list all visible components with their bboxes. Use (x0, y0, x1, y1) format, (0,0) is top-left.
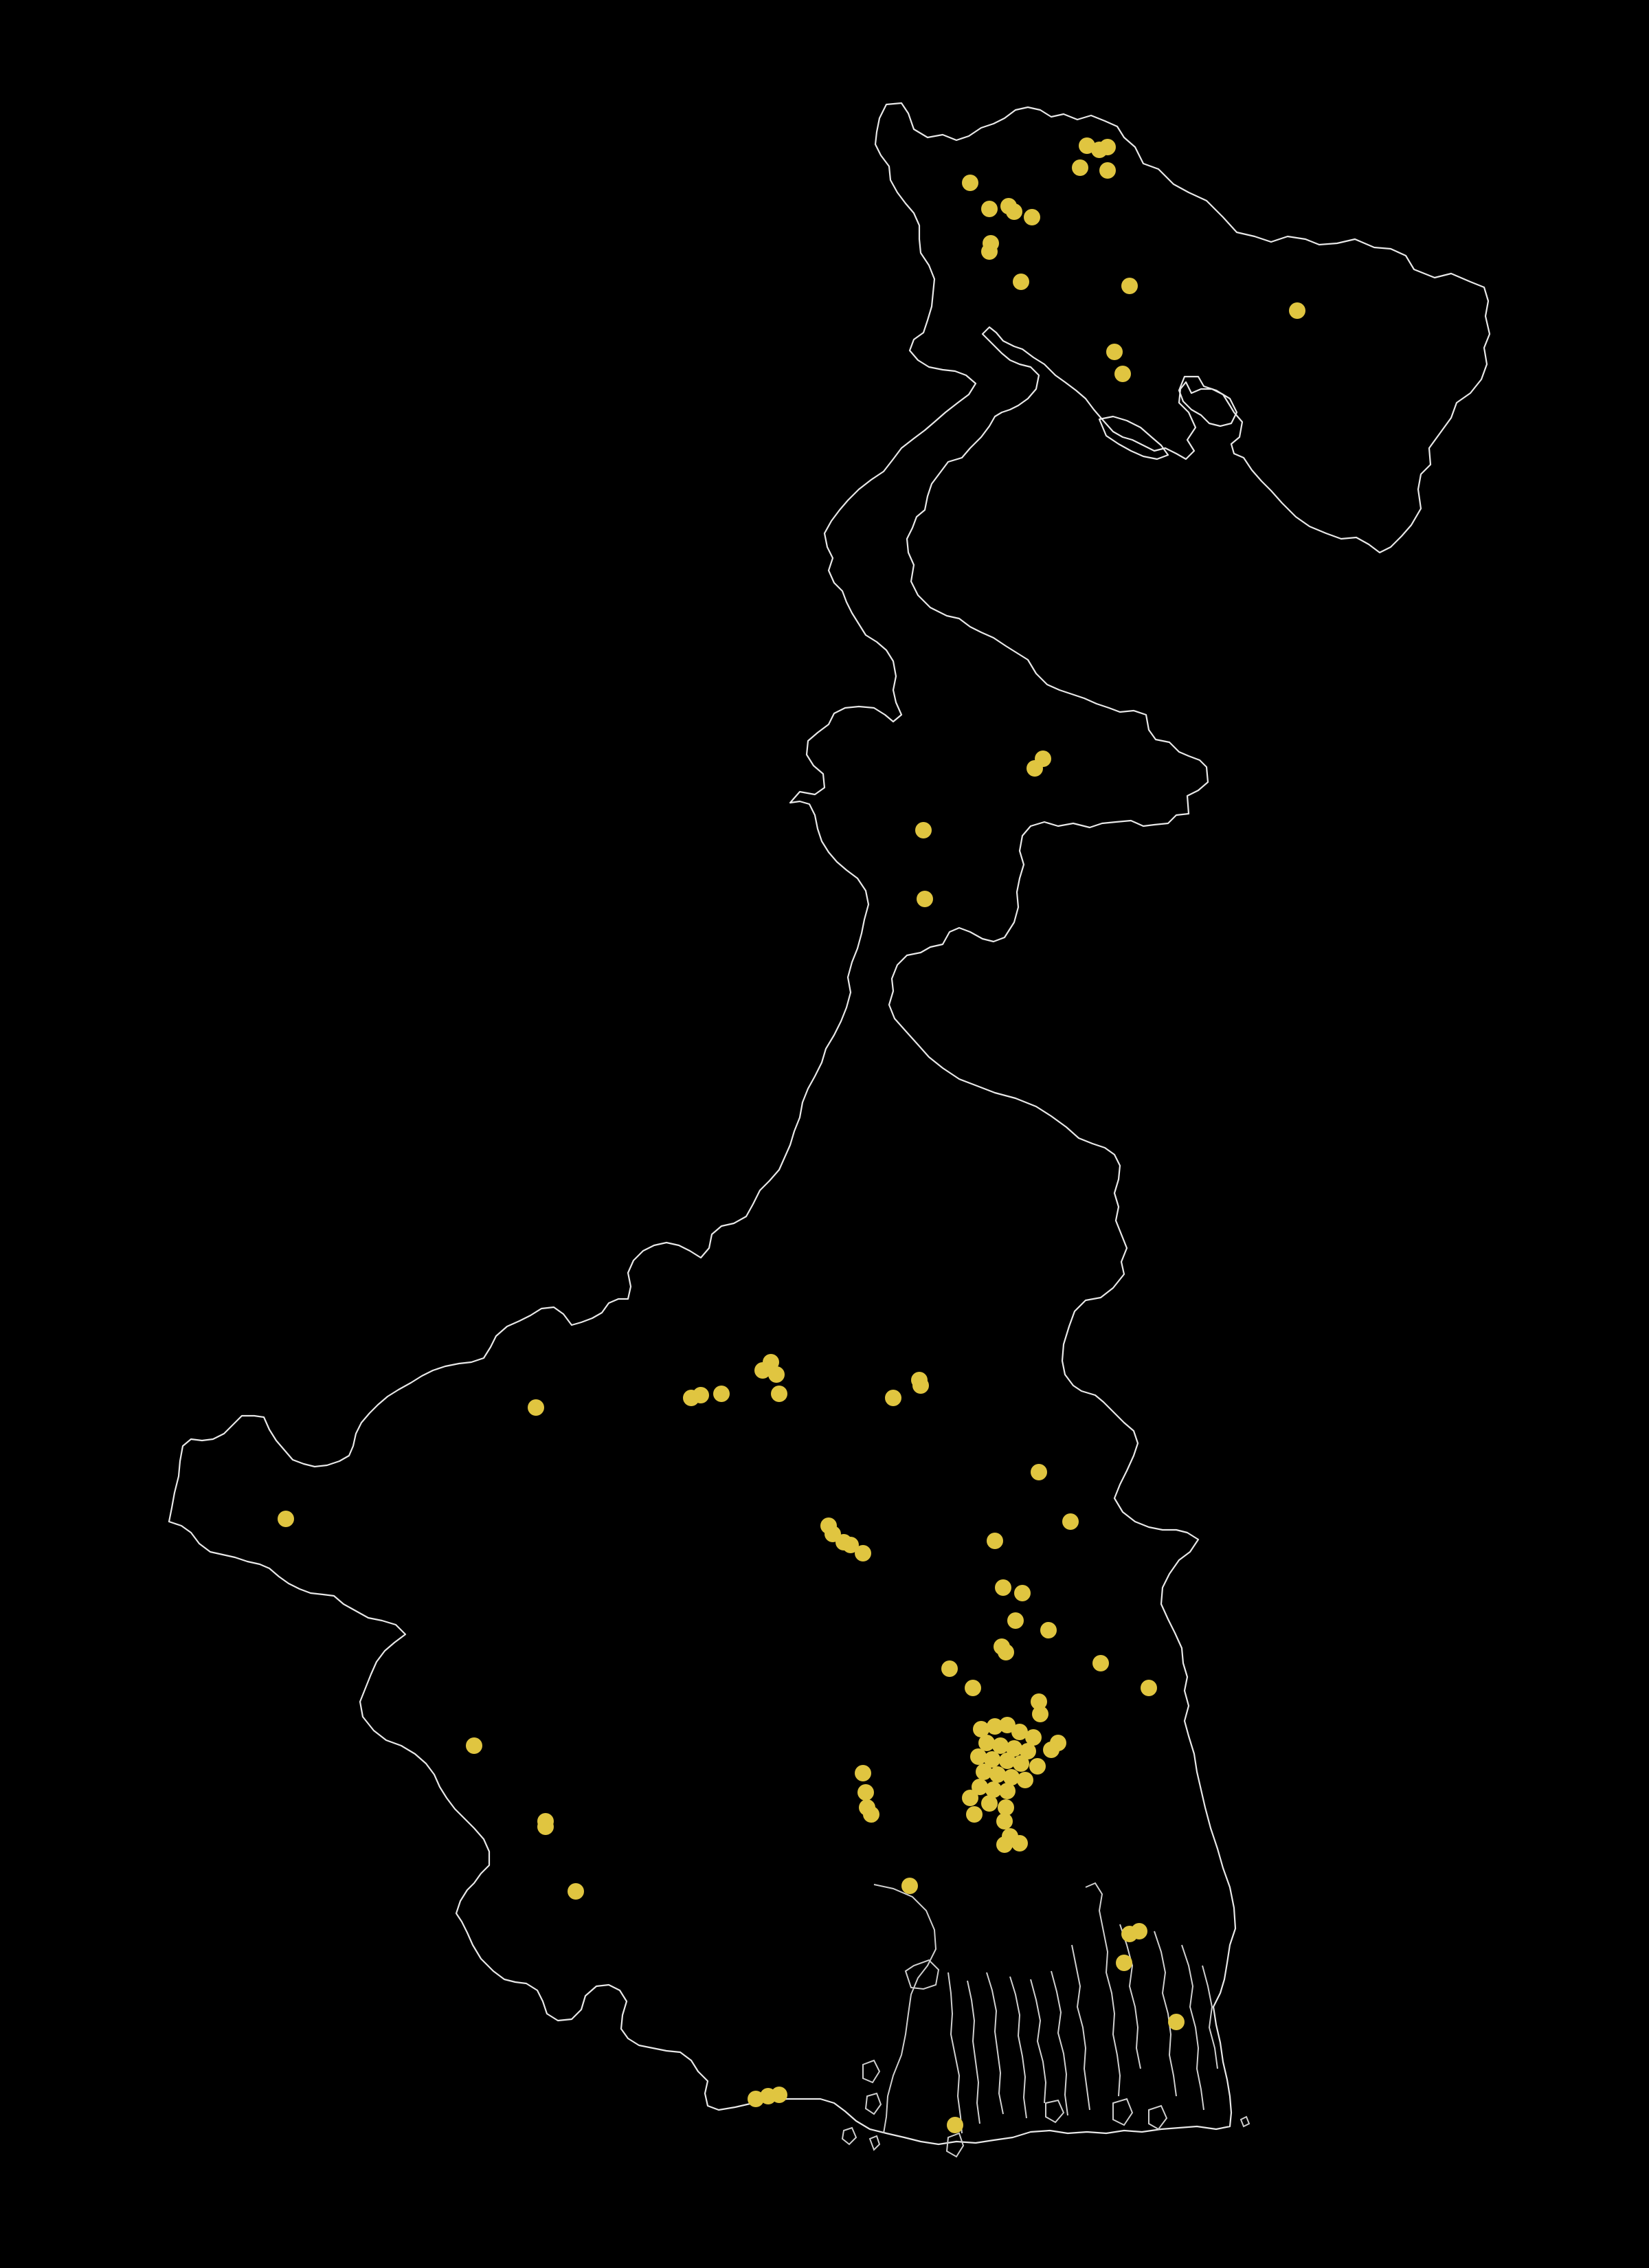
site-marker[interactable] (941, 1660, 958, 1677)
site-marker[interactable] (1141, 1680, 1157, 1696)
site-marker[interactable] (855, 1765, 871, 1781)
site-marker[interactable] (863, 1806, 879, 1823)
site-marker[interactable] (537, 1819, 554, 1835)
site-marker[interactable] (981, 201, 998, 217)
site-marker[interactable] (917, 891, 933, 907)
site-marker[interactable] (1050, 1735, 1066, 1751)
site-marker[interactable] (999, 1717, 1016, 1733)
state-boundary (168, 102, 1491, 2146)
site-marker[interactable] (1072, 159, 1088, 176)
site-marker[interactable] (972, 1779, 988, 1795)
site-marker[interactable] (962, 175, 978, 191)
site-marker[interactable] (965, 1680, 981, 1696)
site-marker[interactable] (1017, 1772, 1033, 1788)
site-marker[interactable] (1020, 1743, 1036, 1759)
site-marker[interactable] (1121, 278, 1138, 294)
site-marker[interactable] (970, 1748, 987, 1765)
site-marker[interactable] (1106, 344, 1123, 360)
site-marker[interactable] (981, 243, 998, 260)
site-marker[interactable] (763, 1354, 779, 1370)
site-marker[interactable] (966, 1806, 983, 1823)
site-marker[interactable] (1013, 274, 1029, 290)
site-marker[interactable] (1131, 1923, 1147, 1939)
site-marker[interactable] (885, 1390, 901, 1406)
site-marker[interactable] (278, 1511, 294, 1527)
site-marker[interactable] (1092, 1655, 1109, 1671)
site-marker[interactable] (1099, 139, 1116, 155)
site-marker[interactable] (912, 1377, 929, 1394)
site-marker[interactable] (987, 1718, 1003, 1735)
site-marker[interactable] (855, 1545, 871, 1561)
site-marker[interactable] (1032, 1706, 1048, 1722)
delta-islands (841, 2059, 1250, 2158)
site-marker[interactable] (1114, 366, 1131, 382)
site-marker[interactable] (768, 1366, 785, 1383)
site-marker[interactable] (1029, 1758, 1046, 1775)
site-marker[interactable] (962, 1790, 978, 1806)
site-marker[interactable] (998, 1799, 1014, 1816)
sundarbans-delta (873, 1882, 1218, 2134)
site-marker[interactable] (466, 1737, 482, 1754)
site-marker[interactable] (998, 1644, 1014, 1660)
site-marker[interactable] (978, 1735, 995, 1751)
site-marker[interactable] (901, 1878, 918, 1894)
site-marker[interactable] (976, 1764, 992, 1780)
site-marker[interactable] (857, 1784, 874, 1801)
site-marker[interactable] (999, 1753, 1016, 1769)
site-marker[interactable] (1099, 162, 1116, 179)
site-marker[interactable] (995, 1579, 1011, 1596)
site-marker[interactable] (973, 1721, 989, 1737)
site-marker[interactable] (1168, 2014, 1185, 2030)
site-marker[interactable] (1116, 1955, 1132, 1971)
site-marker[interactable] (1031, 1693, 1047, 1710)
border-enclave-2 (1098, 415, 1169, 460)
site-markers (278, 137, 1305, 2133)
site-marker[interactable] (1011, 1724, 1028, 1740)
site-marker[interactable] (1035, 751, 1051, 767)
site-marker[interactable] (1011, 1835, 1028, 1852)
site-marker[interactable] (528, 1399, 544, 1416)
site-marker[interactable] (1289, 302, 1305, 319)
site-marker[interactable] (1003, 1769, 1020, 1786)
site-marker[interactable] (1007, 1612, 1024, 1629)
border-enclave-1 (1178, 375, 1238, 427)
site-marker[interactable] (992, 1737, 1009, 1754)
site-marker[interactable] (1040, 1622, 1057, 1638)
site-marker[interactable] (981, 1795, 998, 1812)
site-marker[interactable] (842, 1537, 859, 1553)
site-marker[interactable] (947, 2117, 963, 2133)
site-marker[interactable] (1031, 1464, 1047, 1480)
site-marker[interactable] (987, 1533, 1003, 1549)
site-marker[interactable] (1024, 209, 1040, 225)
site-marker[interactable] (693, 1387, 709, 1403)
site-marker[interactable] (1025, 1729, 1042, 1746)
site-marker[interactable] (713, 1386, 730, 1402)
site-marker[interactable] (996, 1813, 1013, 1830)
site-marker[interactable] (1013, 1755, 1029, 1772)
site-marker[interactable] (1014, 1585, 1031, 1601)
site-marker[interactable] (771, 2087, 787, 2103)
site-marker[interactable] (915, 822, 932, 838)
site-marker[interactable] (984, 1751, 1000, 1768)
site-marker[interactable] (989, 1766, 1006, 1783)
site-marker[interactable] (985, 1781, 1002, 1798)
site-marker[interactable] (996, 1836, 1013, 1853)
site-marker[interactable] (568, 1883, 584, 1900)
site-marker[interactable] (771, 1386, 787, 1402)
site-marker[interactable] (1006, 1740, 1022, 1757)
site-marker[interactable] (1062, 1513, 1079, 1530)
site-marker[interactable] (1006, 203, 1022, 220)
site-marker[interactable] (748, 2091, 764, 2107)
site-marker[interactable] (999, 1783, 1016, 1799)
